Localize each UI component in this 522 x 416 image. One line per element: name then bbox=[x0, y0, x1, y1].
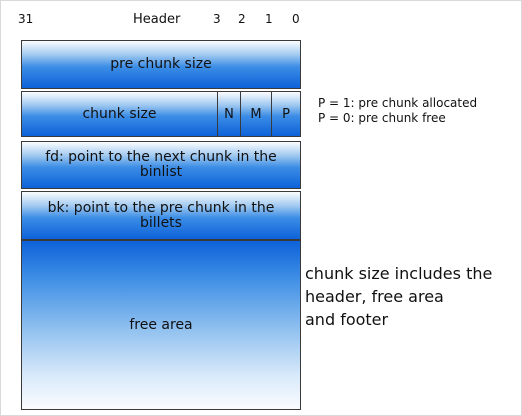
flag-p-label: P bbox=[282, 106, 290, 122]
pre-chunk-size-label: pre chunk size bbox=[110, 56, 212, 72]
p-equals-0-note: P = 0: pre chunk free bbox=[318, 111, 446, 125]
chunk-size-label: chunk size bbox=[82, 105, 157, 122]
flag-p: P bbox=[271, 92, 300, 136]
flag-n-label: N bbox=[224, 106, 234, 122]
bit-label-3: 3 bbox=[213, 12, 221, 26]
bit-label-1: 1 bbox=[265, 12, 273, 26]
bit-label-0: 0 bbox=[292, 12, 300, 26]
flag-n: N bbox=[217, 92, 240, 136]
bk-label: bk: point to the pre chunk in the billet… bbox=[47, 199, 275, 231]
chunk-size-field: chunk size N M P bbox=[21, 91, 301, 137]
pre-chunk-size-field: pre chunk size bbox=[21, 40, 301, 89]
chunk-size-note: chunk size includes the header, free are… bbox=[305, 262, 492, 331]
bk-field: bk: point to the pre chunk in the billet… bbox=[21, 191, 301, 240]
chunk-size-note-line-2: header, free area bbox=[305, 287, 444, 306]
chunk-size-note-line-1: chunk size includes the bbox=[305, 264, 493, 283]
flag-m-label: M bbox=[250, 106, 262, 122]
header-label: Header bbox=[133, 12, 181, 27]
bit-label-2: 2 bbox=[238, 12, 246, 26]
bit-label-31: 31 bbox=[18, 12, 34, 26]
fd-field: fd: point to the next chunk in the binli… bbox=[21, 141, 301, 189]
flag-m: M bbox=[240, 92, 271, 136]
p-equals-1-note: P = 1: pre chunk allocated bbox=[318, 96, 478, 110]
chunk-size-note-line-3: and footer bbox=[305, 310, 389, 329]
p-bit-notes: P = 1: pre chunk allocated P = 0: pre ch… bbox=[318, 96, 477, 126]
free-area-label: free area bbox=[129, 316, 193, 333]
free-area-field: free area bbox=[21, 240, 301, 410]
fd-label: fd: point to the next chunk in the binli… bbox=[45, 149, 277, 180]
